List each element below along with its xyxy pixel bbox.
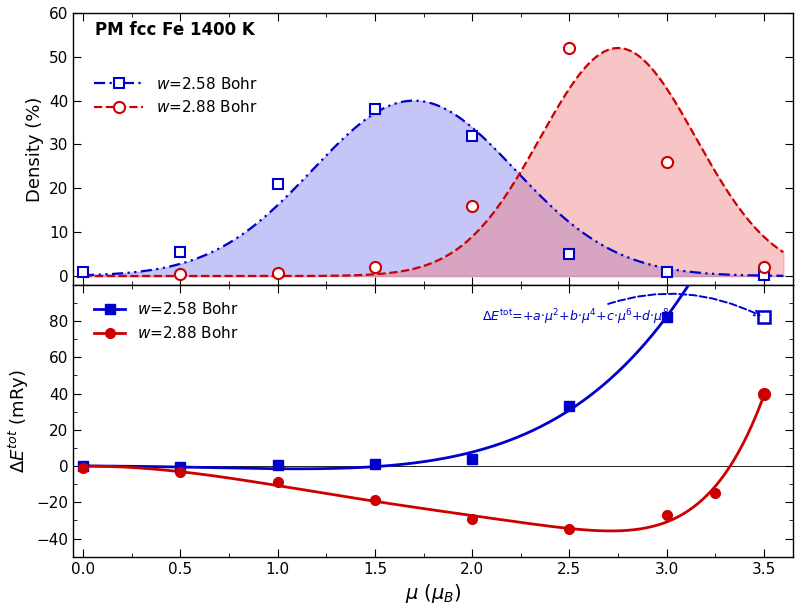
Legend: $w$=2.58 Bohr, $w$=2.88 Bohr: $w$=2.58 Bohr, $w$=2.88 Bohr — [88, 295, 245, 347]
X-axis label: $\mu$ ($\mu_B$): $\mu$ ($\mu_B$) — [405, 582, 462, 605]
Text: $\Delta E^{\rm tot}$=+$a$$\cdot$$\mu^2$+$b$$\cdot$$\mu^4$+$c$$\cdot$$\mu^6$+$d$$: $\Delta E^{\rm tot}$=+$a$$\cdot$$\mu^2$+… — [482, 294, 759, 327]
Y-axis label: $\Delta E^{tot}$ (mRy): $\Delta E^{tot}$ (mRy) — [7, 369, 31, 472]
Y-axis label: Density (%): Density (%) — [26, 96, 44, 201]
Text: PM fcc Fe 1400 K: PM fcc Fe 1400 K — [95, 21, 254, 39]
Legend: $w$=2.58 Bohr, $w$=2.88 Bohr: $w$=2.58 Bohr, $w$=2.88 Bohr — [88, 70, 263, 121]
